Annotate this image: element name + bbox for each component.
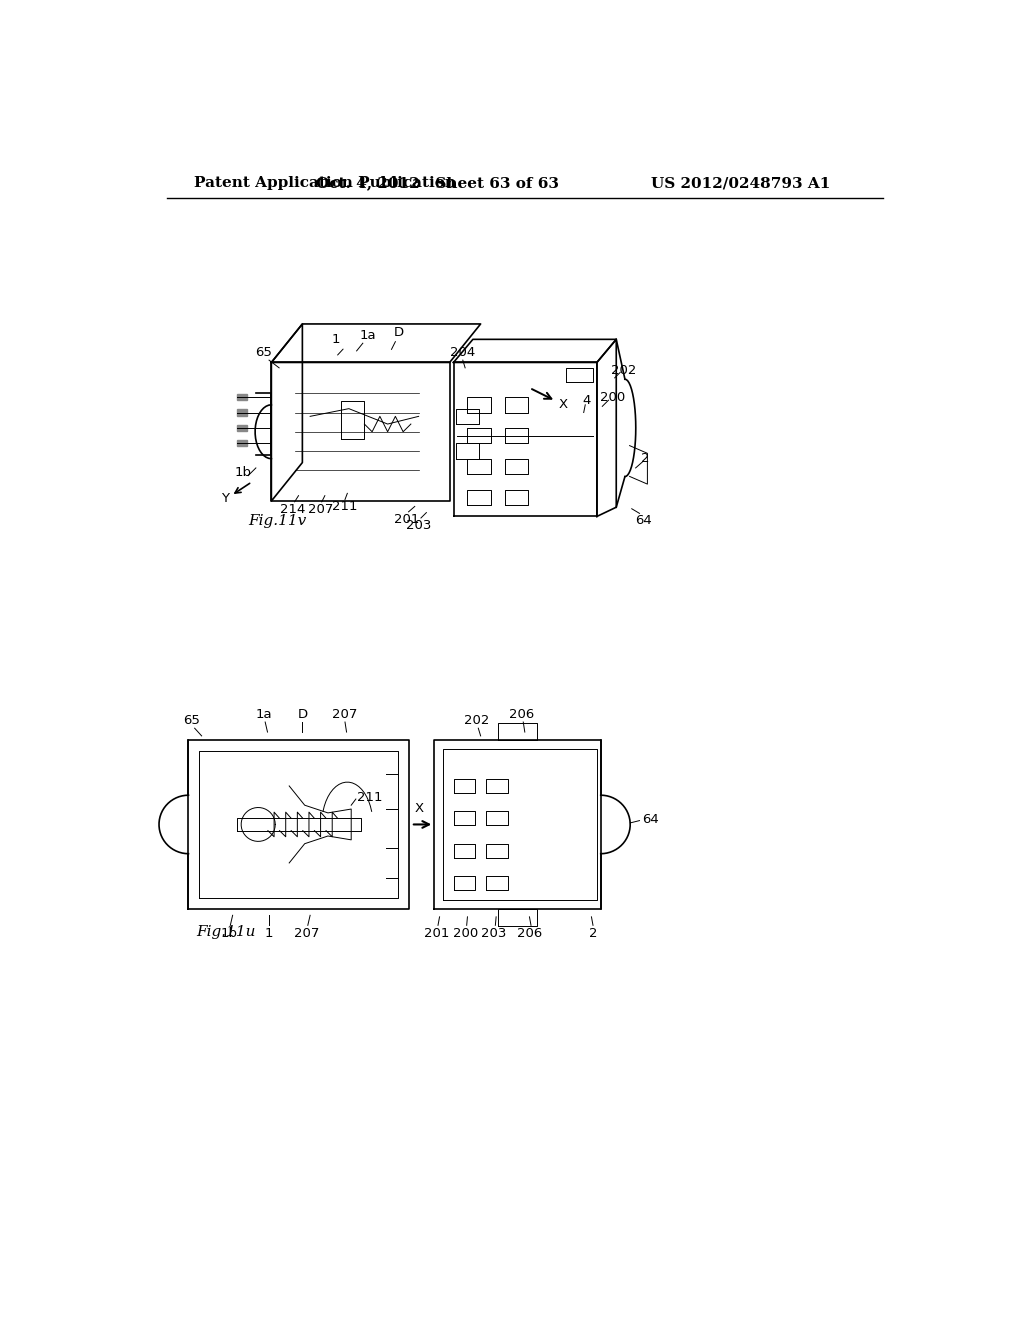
- Polygon shape: [237, 409, 247, 416]
- Polygon shape: [237, 441, 247, 446]
- Text: 207: 207: [307, 503, 333, 516]
- Text: X: X: [559, 399, 568, 412]
- Text: Y: Y: [221, 492, 229, 506]
- Text: 1a: 1a: [360, 329, 377, 342]
- Text: 1: 1: [265, 927, 273, 940]
- Text: D: D: [297, 708, 307, 721]
- Text: 207: 207: [294, 927, 318, 940]
- Text: 204: 204: [451, 346, 475, 359]
- Text: 1: 1: [332, 333, 340, 346]
- Text: 64: 64: [642, 813, 658, 825]
- Text: D: D: [394, 326, 404, 339]
- Text: Oct. 4, 2012   Sheet 63 of 63: Oct. 4, 2012 Sheet 63 of 63: [316, 176, 559, 190]
- Text: 2: 2: [589, 927, 597, 940]
- Text: US 2012/0248793 A1: US 2012/0248793 A1: [650, 176, 829, 190]
- Text: 1a: 1a: [255, 708, 272, 721]
- Text: 203: 203: [406, 519, 431, 532]
- Text: Fig.11v: Fig.11v: [248, 515, 306, 528]
- Text: 200: 200: [600, 391, 625, 404]
- Text: 2: 2: [641, 453, 650, 465]
- Polygon shape: [237, 425, 247, 430]
- Text: 65: 65: [255, 346, 272, 359]
- Text: 4: 4: [583, 395, 591, 408]
- Text: Fig.11u: Fig.11u: [197, 925, 256, 940]
- Text: Patent Application Publication: Patent Application Publication: [194, 176, 456, 190]
- Text: 202: 202: [611, 363, 637, 376]
- Text: 200: 200: [453, 927, 478, 940]
- Text: 64: 64: [635, 515, 651, 527]
- Text: 201: 201: [424, 927, 450, 940]
- Text: 211: 211: [356, 791, 382, 804]
- Text: 214: 214: [281, 503, 306, 516]
- Polygon shape: [237, 395, 247, 400]
- Text: 207: 207: [333, 708, 357, 721]
- Text: 203: 203: [481, 927, 507, 940]
- Text: 1b: 1b: [220, 927, 238, 940]
- Text: 211: 211: [332, 500, 357, 513]
- Text: 201: 201: [394, 512, 420, 525]
- Text: 1b: 1b: [234, 466, 251, 479]
- Text: 206: 206: [517, 927, 542, 940]
- Text: 206: 206: [509, 708, 535, 721]
- Text: X: X: [415, 803, 424, 816]
- Text: 202: 202: [464, 714, 489, 726]
- Text: 65: 65: [183, 714, 200, 726]
